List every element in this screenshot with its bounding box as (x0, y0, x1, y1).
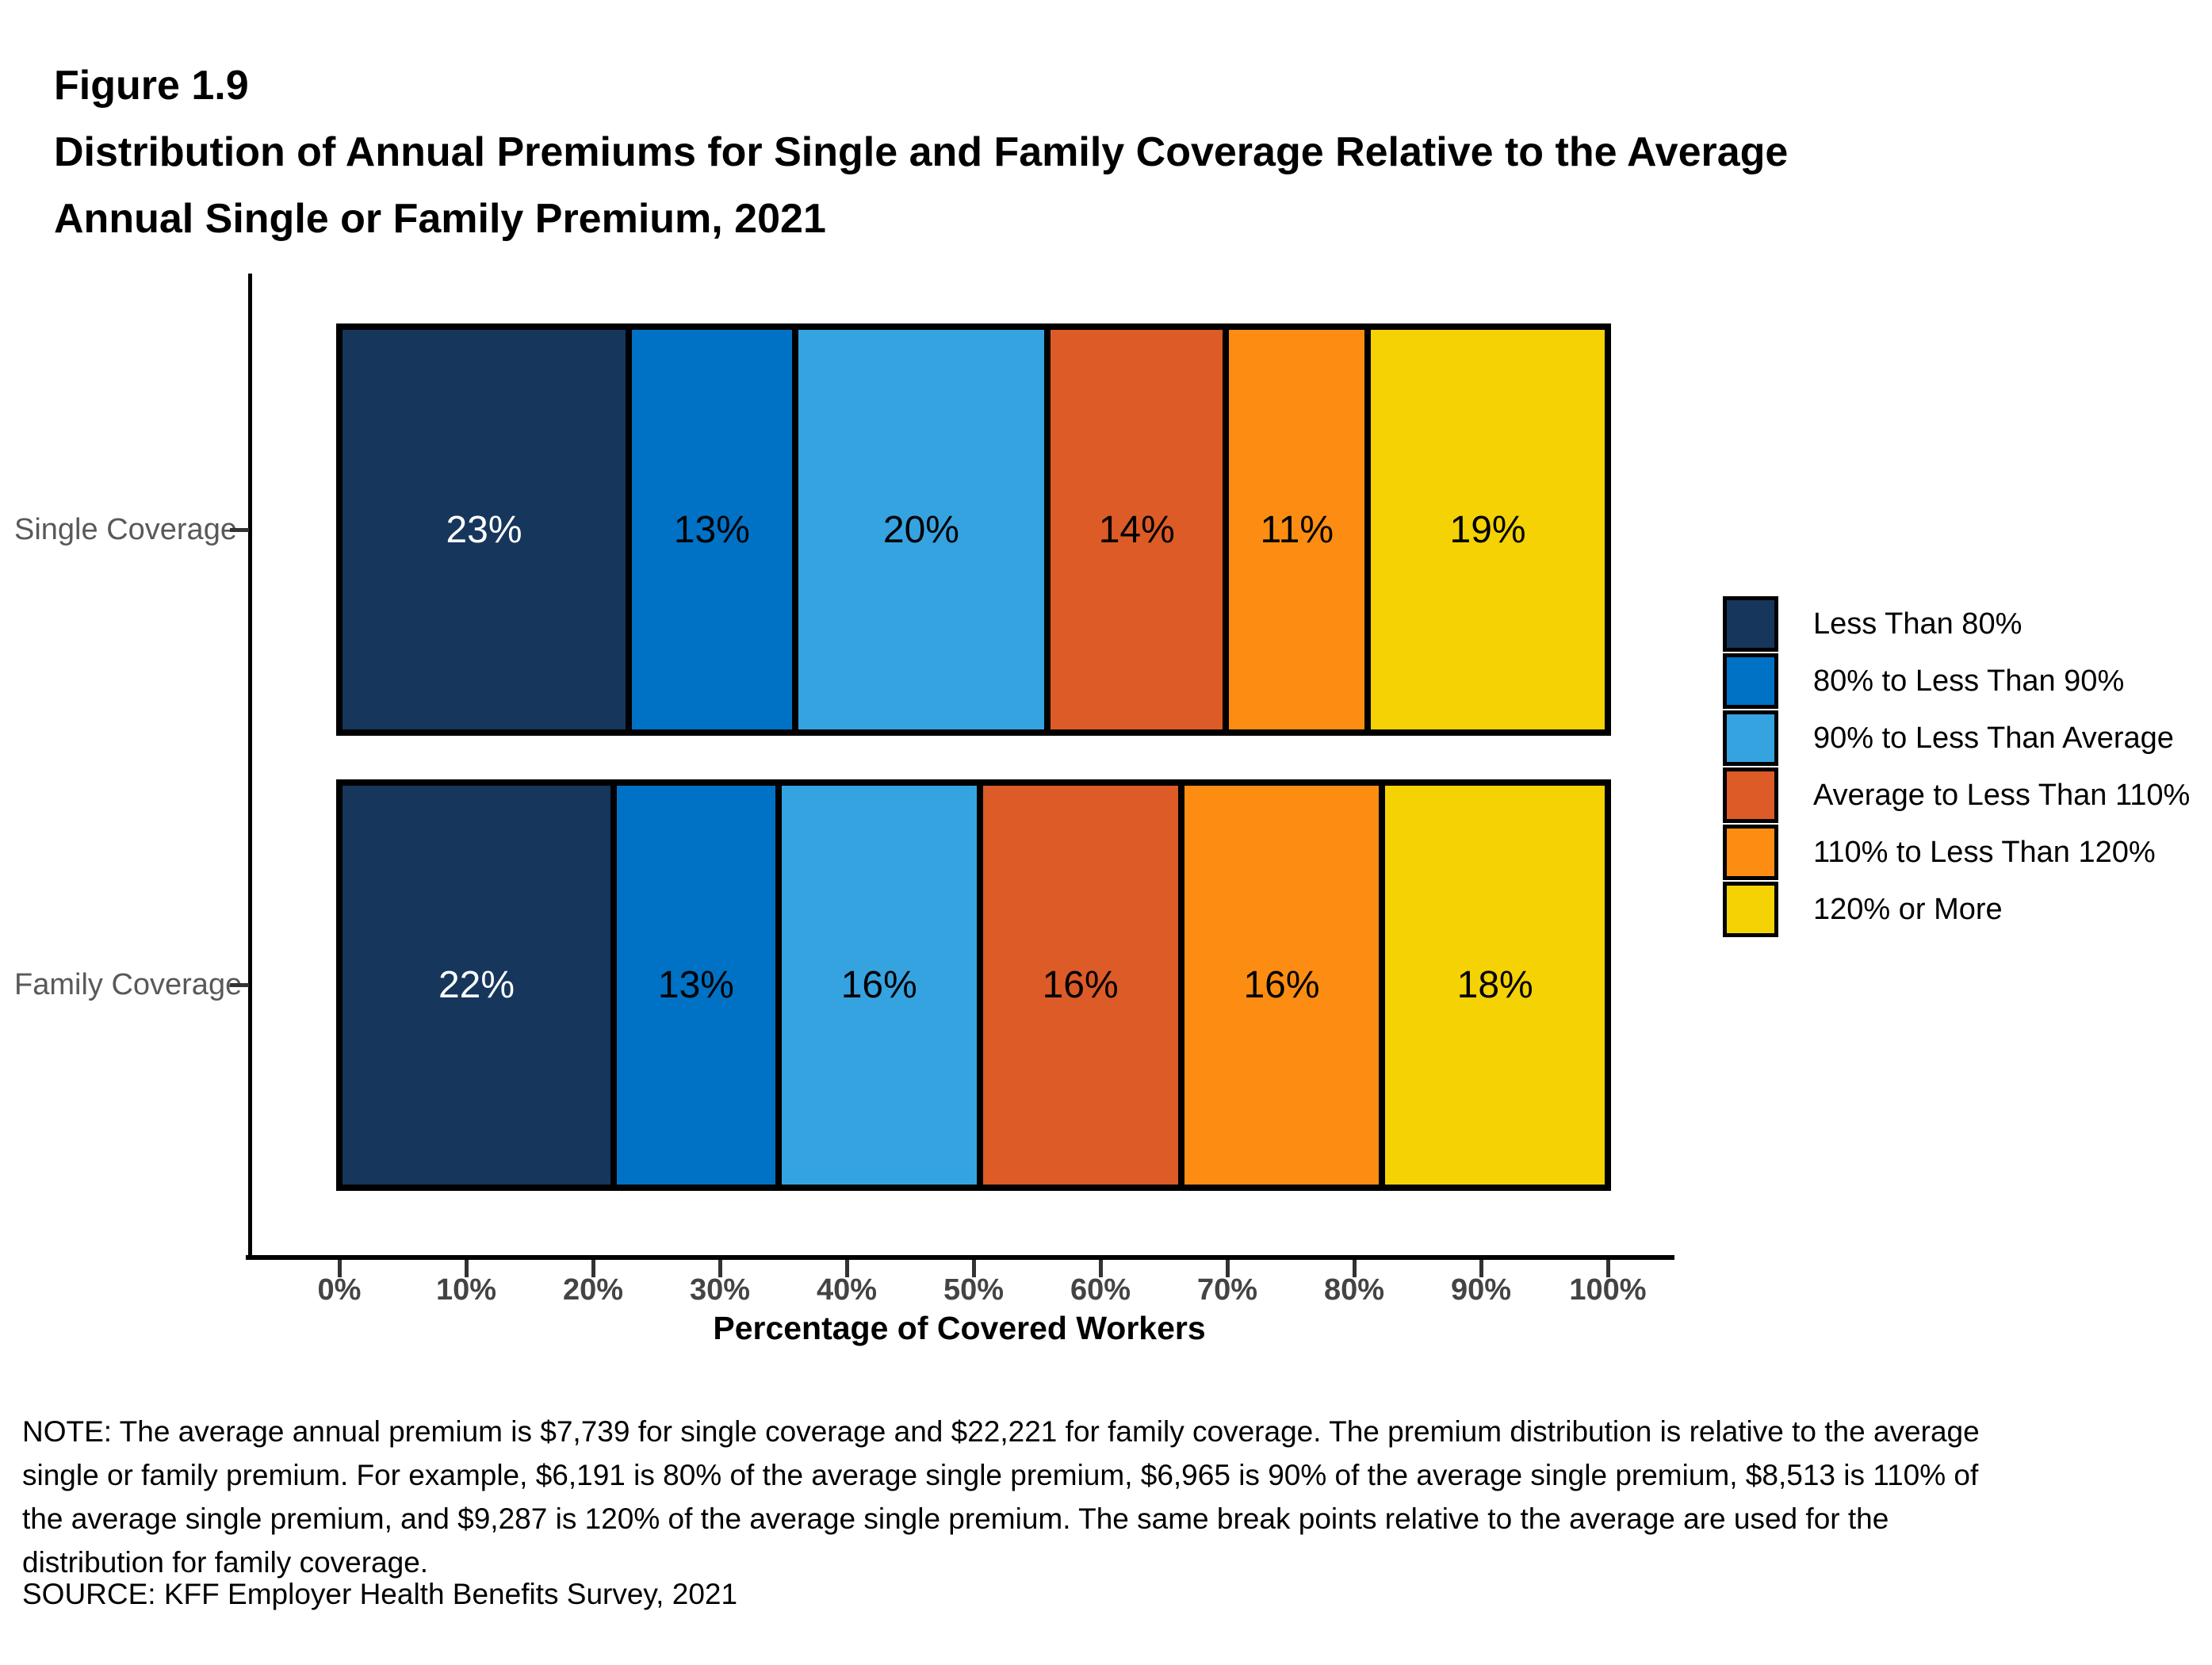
x-tick (338, 1260, 342, 1277)
x-axis-title: Percentage of Covered Workers (713, 1310, 1206, 1346)
x-tick (465, 1260, 469, 1277)
x-tick (1226, 1260, 1230, 1277)
segment-label: 13% (673, 508, 750, 551)
segment-label: 16% (1042, 964, 1119, 1006)
x-axis-line (246, 1255, 1674, 1260)
segment: 23% (339, 327, 629, 733)
note-line: distribution for family coverage. (22, 1546, 429, 1579)
legend-label: Average to Less Than 110% (1813, 778, 2191, 812)
segment-label: 23% (446, 508, 522, 551)
segment: 16% (778, 783, 980, 1188)
source-text: SOURCE: KFF Employer Health Benefits Sur… (22, 1578, 738, 1610)
segment: 22% (339, 783, 614, 1188)
x-tick-label: 100% (1569, 1273, 1647, 1307)
note-text: NOTE: The average annual premium is $7,7… (22, 1410, 1980, 1584)
segment-label: 18% (1456, 964, 1533, 1006)
x-tick-label: 0% (317, 1273, 362, 1307)
x-tick-label: 20% (562, 1273, 624, 1307)
legend-label: 90% to Less Than Average (1813, 721, 2174, 755)
legend: Less Than 80% 80% to Less Than 90% 90% to … (1723, 596, 2190, 939)
segment: 13% (614, 783, 779, 1188)
segment-label: 11% (1260, 508, 1334, 551)
segment: 13% (628, 327, 795, 733)
segment-label: 22% (438, 964, 515, 1006)
bar-family-coverage: 22% 13% 16% 16% 16% 18% (336, 779, 1611, 1191)
legend-item: Less Than 80% (1723, 596, 2190, 652)
legend-item: 90% to Less Than Average (1723, 710, 2190, 766)
segment: 19% (1368, 327, 1608, 733)
y-tick (230, 983, 249, 987)
legend-swatch (1723, 882, 1778, 937)
legend-swatch (1723, 596, 1778, 652)
legend-swatch (1723, 767, 1778, 823)
x-tick-label: 60% (1070, 1273, 1131, 1307)
segment-label: 20% (882, 508, 959, 551)
note-line: single or family premium. For example, $… (22, 1459, 1979, 1491)
x-tick-label: 30% (689, 1273, 751, 1307)
segment-label: 13% (657, 964, 734, 1006)
segment: 16% (979, 783, 1181, 1188)
y-axis-label: Single Coverage (14, 513, 237, 546)
segment-label: 16% (840, 964, 917, 1006)
segment-label: 19% (1449, 508, 1526, 551)
legend-swatch (1723, 710, 1778, 766)
figure-header: Figure 1.9 Distribution of Annual Premiu… (54, 52, 1788, 252)
note-line: the average single premium, and $9,287 i… (22, 1502, 1889, 1535)
legend-label: Less Than 80% (1813, 607, 2023, 641)
x-tick-label: 50% (943, 1273, 1005, 1307)
x-tick (845, 1260, 849, 1277)
x-tick (1099, 1260, 1103, 1277)
y-axis-line (248, 274, 252, 1259)
segment: 16% (1181, 783, 1383, 1188)
x-tick (591, 1260, 595, 1277)
x-tick (1606, 1260, 1610, 1277)
segment: 11% (1226, 327, 1368, 733)
legend-swatch (1723, 825, 1778, 880)
x-tick-label: 90% (1450, 1273, 1512, 1307)
legend-item: Average to Less Than 110% (1723, 767, 2190, 823)
legend-item: 110% to Less Than 120% (1723, 825, 2190, 880)
legend-swatch (1723, 653, 1778, 709)
x-tick (1479, 1260, 1483, 1277)
figure-title-line-2: Annual Single or Family Premium, 2021 (54, 196, 826, 242)
segment-label: 16% (1243, 964, 1320, 1006)
figure-number: Figure 1.9 (54, 63, 249, 109)
note-line: NOTE: The average annual premium is $7,7… (22, 1415, 1980, 1448)
x-tick-label: 10% (435, 1273, 497, 1307)
segment: 20% (794, 327, 1048, 733)
bar-single-coverage: 23% 13% 20% 14% 11% 19% (336, 323, 1611, 736)
legend-item: 120% or More (1723, 882, 2190, 937)
legend-item: 80% to Less Than 90% (1723, 653, 2190, 709)
x-tick-label: 70% (1196, 1273, 1258, 1307)
legend-label: 80% to Less Than 90% (1813, 664, 2125, 698)
y-axis-label: Family Coverage (14, 968, 243, 1001)
legend-label: 110% to Less Than 120% (1813, 835, 2156, 869)
legend-label: 120% or More (1813, 892, 2003, 926)
x-tick-label: 80% (1323, 1273, 1385, 1307)
x-tick (972, 1260, 976, 1277)
segment: 18% (1382, 783, 1608, 1188)
x-tick-label: 40% (816, 1273, 878, 1307)
y-tick (230, 528, 249, 532)
figure-title-line-1: Distribution of Annual Premiums for Sing… (54, 129, 1789, 175)
segment: 14% (1047, 327, 1227, 733)
x-tick (1353, 1260, 1357, 1277)
x-tick (718, 1260, 722, 1277)
segment-label: 14% (1098, 508, 1175, 551)
